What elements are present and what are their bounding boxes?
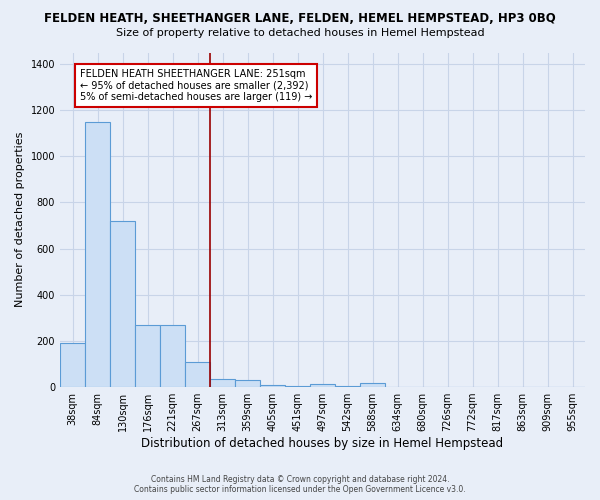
Bar [60,343,85,387]
Bar [185,362,210,387]
Y-axis label: Number of detached properties: Number of detached properties [15,132,25,308]
Bar [110,221,135,387]
Bar [360,383,385,387]
Bar [210,379,235,387]
Bar [285,386,310,387]
Bar [135,325,160,387]
Bar [335,386,360,387]
Text: Contains HM Land Registry data © Crown copyright and database right 2024.
Contai: Contains HM Land Registry data © Crown c… [134,474,466,494]
Text: FELDEN HEATH SHEETHANGER LANE: 251sqm
← 95% of detached houses are smaller (2,39: FELDEN HEATH SHEETHANGER LANE: 251sqm ← … [80,68,313,102]
Bar [85,122,110,387]
Text: Size of property relative to detached houses in Hemel Hempstead: Size of property relative to detached ho… [116,28,484,38]
Bar [310,384,335,387]
X-axis label: Distribution of detached houses by size in Hemel Hempstead: Distribution of detached houses by size … [142,437,503,450]
Text: FELDEN HEATH, SHEETHANGER LANE, FELDEN, HEMEL HEMPSTEAD, HP3 0BQ: FELDEN HEATH, SHEETHANGER LANE, FELDEN, … [44,12,556,26]
Bar [235,380,260,387]
Bar [160,325,185,387]
Bar [260,385,285,387]
